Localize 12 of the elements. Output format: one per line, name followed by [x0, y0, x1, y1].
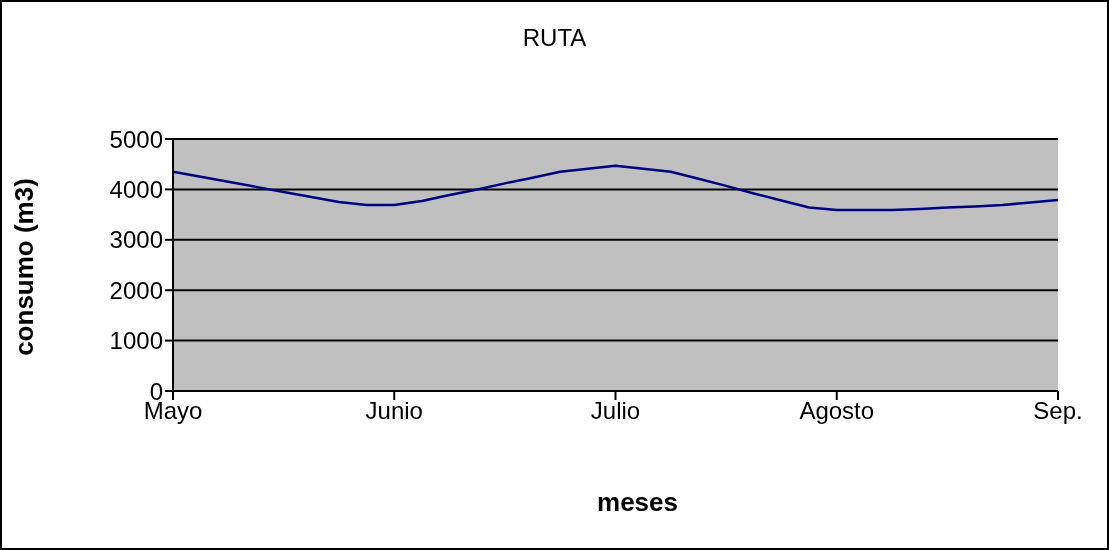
x-tick-label: Julio [590, 397, 641, 425]
y-tick-label: 4000 [109, 175, 163, 203]
x-tick-label: Junio [365, 397, 423, 425]
y-tick-label: 2000 [109, 276, 163, 304]
x-axis-title: meses [596, 487, 679, 518]
y-axis-title: consumo (m3) [8, 178, 40, 356]
x-tick-label: Sep. [1033, 397, 1083, 425]
x-tick-label: Agosto [799, 397, 875, 425]
y-tick-label: 1000 [109, 327, 163, 355]
y-tick-label: 3000 [109, 226, 163, 254]
y-tick-label: 5000 [109, 125, 163, 153]
chart-title: RUTA [521, 24, 588, 52]
